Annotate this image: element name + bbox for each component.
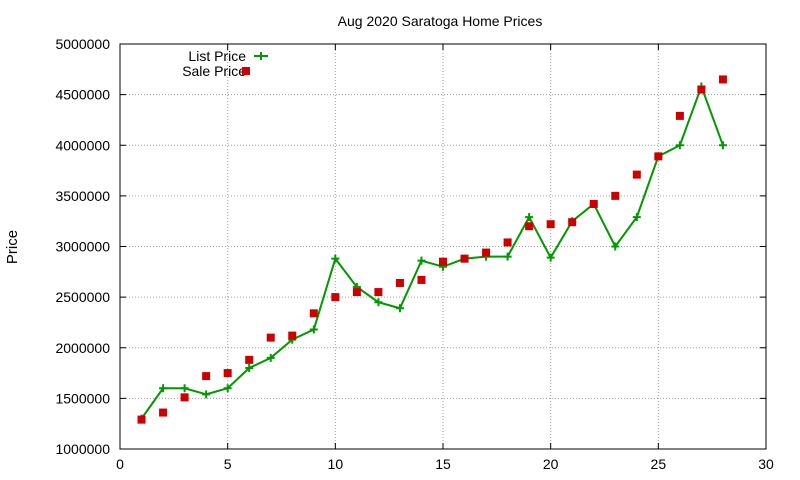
y-tick-label: 1500000 xyxy=(55,390,110,406)
sale-price-point xyxy=(589,199,598,208)
list-price-point xyxy=(675,141,684,150)
sale-price-point xyxy=(439,257,447,266)
legend: List Price Sale Price xyxy=(182,48,268,79)
sale-price-point xyxy=(159,408,168,417)
legend-label-sale-price: Sale Price xyxy=(182,63,246,79)
sale-price-point xyxy=(374,288,383,297)
x-tick-label: 5 xyxy=(224,456,232,472)
list-price-point xyxy=(503,252,512,261)
x-tick-label: 10 xyxy=(328,456,344,472)
sale-price-point xyxy=(632,170,641,179)
sale-price-point xyxy=(675,111,684,120)
series-layer xyxy=(137,75,727,424)
sale-price-point xyxy=(697,85,706,94)
sale-price-point xyxy=(718,75,727,84)
sale-price-point xyxy=(482,248,491,257)
list-price-point xyxy=(525,213,534,222)
sale-price-point xyxy=(417,275,426,284)
sale-price-point xyxy=(202,372,211,381)
list-price-point xyxy=(245,364,254,372)
y-tick-label: 3500000 xyxy=(55,188,110,204)
sale-price-point xyxy=(546,220,555,229)
y-tick-labels: 1000000 1500000 2000000 2500000 3000000 35000… xyxy=(55,36,110,457)
y-tick-label: 4500000 xyxy=(55,87,110,103)
legend-square-marker xyxy=(242,67,250,75)
sale-price-point xyxy=(611,191,620,200)
list-price-point xyxy=(395,304,404,313)
sale-price-point xyxy=(395,278,404,287)
list-price-point xyxy=(223,384,232,393)
sale-price-point xyxy=(137,415,146,424)
axis-ticks xyxy=(119,43,767,450)
series-sale-price xyxy=(137,75,727,424)
sale-price-point xyxy=(525,222,534,231)
list-price-point xyxy=(266,353,275,362)
sale-price-point xyxy=(352,288,361,297)
sale-price-point xyxy=(245,355,254,364)
list-price-point xyxy=(718,141,727,150)
legend-label-list-price: List Price xyxy=(188,48,246,64)
sale-price-point xyxy=(331,293,340,302)
sale-price-point xyxy=(460,254,469,263)
list-price-point xyxy=(632,213,641,222)
sale-price-point xyxy=(180,393,189,402)
sale-price-point xyxy=(223,369,232,378)
list-price-point xyxy=(611,242,620,251)
list-price-point xyxy=(202,390,211,399)
y-tick-label: 4000000 xyxy=(55,137,110,153)
y-tick-label: 3000000 xyxy=(55,239,110,255)
list-price-point xyxy=(309,325,318,334)
legend-swatch-sale-price xyxy=(242,67,250,75)
chart-title: Aug 2020 Saratoga Home Prices xyxy=(338,13,543,29)
list-price-point xyxy=(417,256,426,265)
sale-price-point xyxy=(288,331,297,340)
list-price-point xyxy=(180,384,189,393)
list-price-point xyxy=(159,384,168,393)
y-tick-label: 2000000 xyxy=(55,340,110,356)
list-price-point xyxy=(546,253,555,262)
y-tick-label: 5000000 xyxy=(55,36,110,52)
list-price-point xyxy=(331,254,340,263)
y-tick-label: 2500000 xyxy=(55,289,110,305)
x-tick-label: 20 xyxy=(543,456,559,472)
x-tick-label: 0 xyxy=(116,456,124,472)
legend-swatch-list-price xyxy=(254,52,268,60)
x-tick-label: 30 xyxy=(758,456,774,472)
list-price-line xyxy=(140,83,724,420)
sale-price-point xyxy=(654,152,663,161)
x-tick-labels: 0 5 10 15 20 25 30 xyxy=(116,456,774,472)
y-tick-label: 1000000 xyxy=(55,441,110,457)
sale-price-point xyxy=(503,238,512,247)
legend-plus-marker xyxy=(257,52,265,60)
list-price-point xyxy=(374,298,383,307)
x-tick-label: 15 xyxy=(435,456,451,472)
sale-price-point xyxy=(309,309,318,318)
grid-lines xyxy=(120,44,766,449)
y-axis-label: Price xyxy=(4,230,21,264)
sale-price-point xyxy=(568,218,577,227)
x-tick-label: 25 xyxy=(651,456,667,472)
sale-price-point xyxy=(266,333,275,342)
